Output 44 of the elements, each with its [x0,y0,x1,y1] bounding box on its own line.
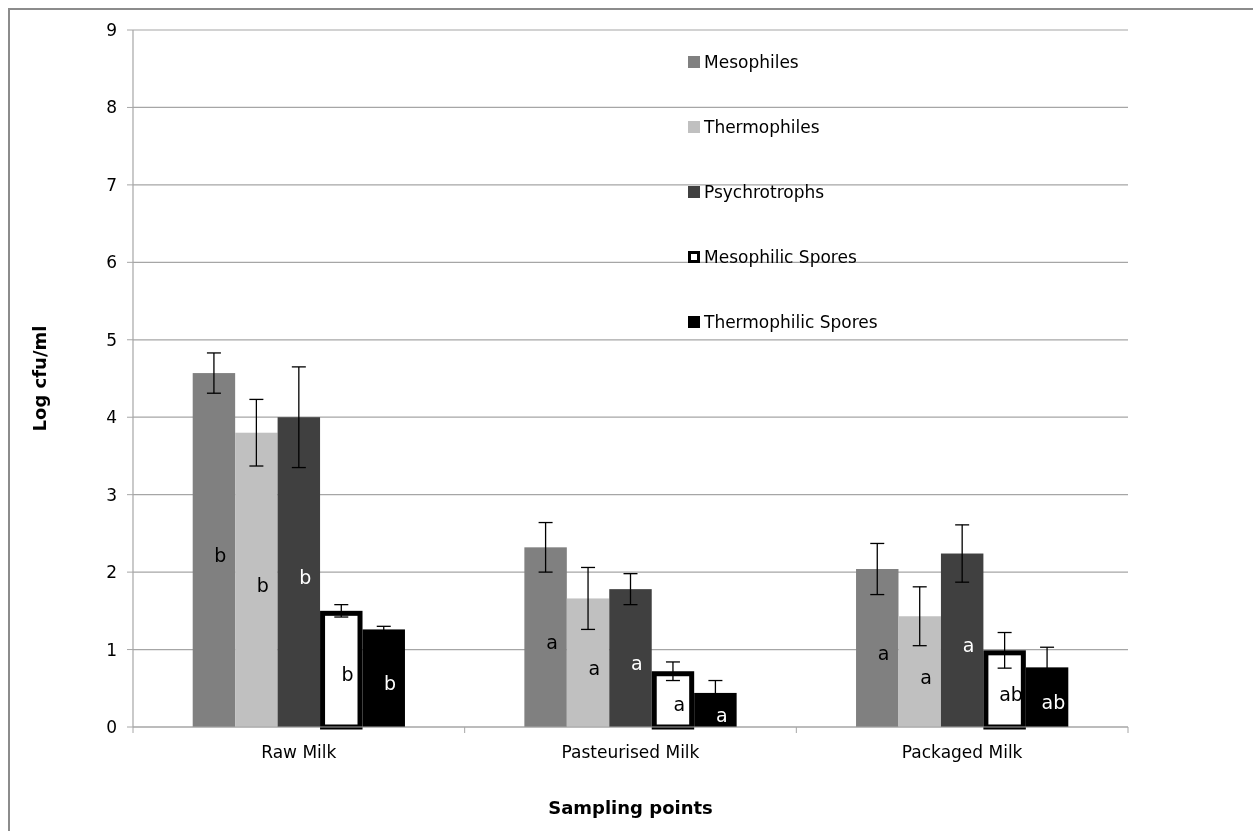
y-tick-label: 0 [106,717,117,737]
y-tick-label: 2 [106,562,117,583]
data-label: b [341,662,354,685]
legend-label: Thermophilic Spores [703,312,878,332]
legend-label: Mesophilic Spores [704,247,857,267]
legend-label: Thermophiles [703,117,820,137]
data-label: b [299,566,312,589]
data-label: a [631,652,643,675]
y-axis-title: Log cfu/ml [29,325,50,432]
data-label: b [214,544,227,567]
bar [235,432,278,727]
y-tick-label: 1 [106,639,117,660]
bar [898,616,941,727]
y-tick-label: 6 [106,252,117,273]
y-tick-label: 7 [106,174,117,195]
bar [856,569,899,727]
bar [609,589,652,727]
bar [940,553,984,727]
data-label: ab [999,682,1023,705]
data-label: a [673,693,686,716]
x-tick-label: Packaged Milk [901,742,1023,762]
bar [192,373,236,727]
bar [277,417,321,727]
data-label: a [546,631,558,654]
data-label: ab [1041,691,1066,714]
y-tick-label: 5 [106,329,117,350]
data-label: b [384,672,397,695]
legend-label: Psychrotrophs [704,182,825,202]
data-label: a [715,703,728,726]
x-axis-title: Sampling points [548,797,713,818]
data-label: b [256,573,269,596]
data-label: a [962,634,975,657]
y-tick-label: 8 [106,97,117,118]
data-label: a [588,656,601,679]
x-tick-label: Raw Milk [261,742,337,762]
data-label: a [877,642,890,665]
data-label: a [920,665,932,688]
y-tick-label: 3 [106,484,117,505]
x-tick-label: Pasteurised Milk [561,742,700,762]
bar [524,547,567,727]
y-tick-label: 9 [106,20,117,40]
legend-label: Mesophiles [704,52,799,72]
y-tick-label: 4 [106,407,117,428]
bar [566,598,610,727]
